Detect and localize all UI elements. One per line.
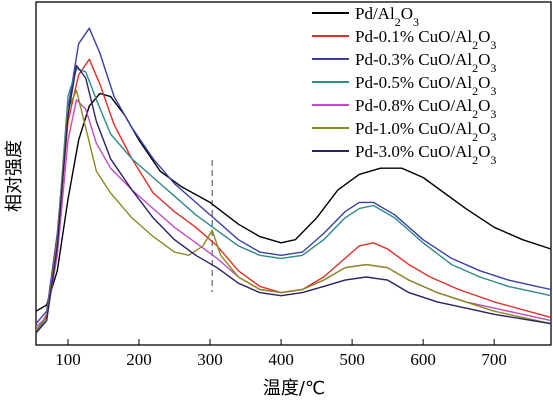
legend-label-1: Pd-0.1% CuO/Al2O3: [355, 27, 496, 52]
x-tick-label: 700: [481, 350, 507, 369]
x-tick-label: 400: [268, 350, 294, 369]
legend-label-2: Pd-0.3% CuO/Al2O3: [355, 50, 496, 75]
series-line-5: [35, 89, 552, 331]
legend-label-4: Pd-0.8% CuO/Al2O3: [355, 96, 496, 121]
x-tick-label: 300: [197, 350, 223, 369]
legend-label-0: Pd/Al2O3: [355, 4, 419, 29]
x-axis-title: 温度/℃: [263, 378, 325, 399]
series-line-2: [35, 27, 552, 325]
series-line-0: [35, 92, 552, 312]
legend-label-5: Pd-1.0% CuO/Al2O3: [355, 119, 496, 144]
x-tick-label: 100: [55, 350, 81, 369]
y-axis-title: 相对强度: [4, 140, 25, 212]
x-tick-label: 200: [126, 350, 152, 369]
x-tick-label: 500: [339, 350, 365, 369]
series-line-6: [35, 64, 552, 334]
series-line-3: [35, 68, 552, 334]
legend-label-6: Pd-3.0% CuO/Al2O3: [355, 142, 496, 167]
x-axis: 100 200 300 400 500 600 700: [55, 339, 507, 369]
x-tick-label: 600: [410, 350, 436, 369]
legend-label-3: Pd-0.5% CuO/Al2O3: [355, 73, 496, 98]
series-line-1: [35, 58, 552, 334]
plot-frame: [35, 1, 552, 346]
series-layer: [35, 27, 552, 334]
